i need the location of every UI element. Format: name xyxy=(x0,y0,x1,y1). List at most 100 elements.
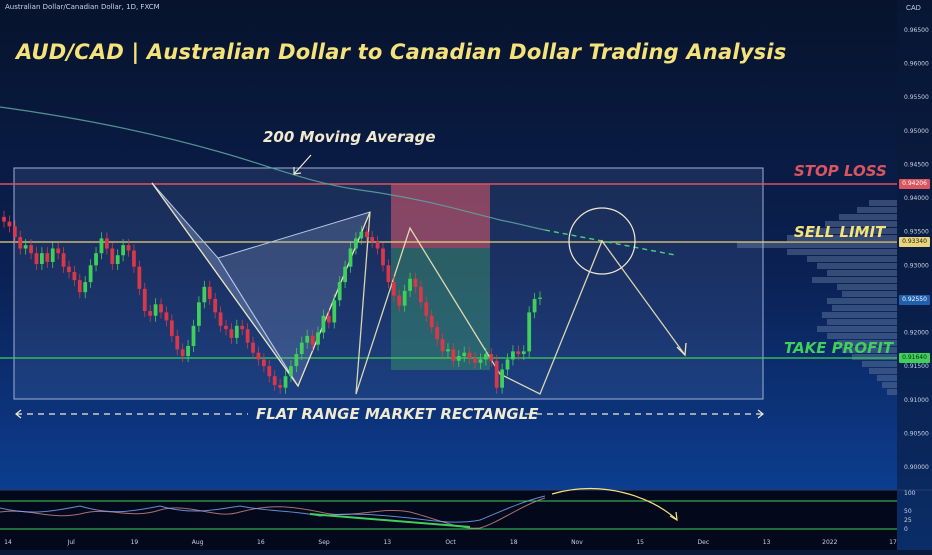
time-tick-label: Nov xyxy=(571,539,583,546)
oscillator-panel xyxy=(0,490,897,550)
candle-body xyxy=(413,278,418,287)
candle-body xyxy=(197,302,201,326)
candle-body xyxy=(283,376,288,388)
volume-profile-bar xyxy=(839,214,897,220)
candle-body xyxy=(294,354,299,367)
candle-body xyxy=(429,315,434,328)
candle-body xyxy=(381,248,385,266)
volume-profile-bar xyxy=(842,291,897,297)
volume-profile-bar xyxy=(825,221,897,227)
volume-profile-bar xyxy=(857,207,897,213)
candle-body xyxy=(473,358,477,363)
oscillator-projection-head xyxy=(669,511,678,522)
sell-zone-circle xyxy=(568,207,636,275)
currency-label: CAD xyxy=(906,5,921,12)
reward-zone xyxy=(391,248,490,370)
candle-body xyxy=(435,327,440,340)
time-tick-label: Aug xyxy=(192,539,204,546)
price-tick-label: 0.95000 xyxy=(904,128,929,135)
candle-body xyxy=(305,335,310,343)
volume-profile-bar xyxy=(837,284,897,290)
candle-body xyxy=(310,335,315,345)
candle-body xyxy=(505,359,510,370)
last-price-badge: 0.92550 xyxy=(899,295,930,305)
volume-profile-bar xyxy=(869,368,897,374)
candle-body xyxy=(418,286,423,303)
time-tick-label: 14 xyxy=(4,539,12,546)
projected-arrowhead xyxy=(676,342,687,357)
volume-profile-bar xyxy=(887,389,897,395)
candle-body xyxy=(169,320,174,336)
time-tick-label: 16 xyxy=(257,539,265,546)
time-tick-label: 17 xyxy=(889,539,897,546)
candle-body xyxy=(234,325,239,338)
moving-average-pointer-head xyxy=(293,167,302,175)
candle-body xyxy=(40,253,44,264)
volume-profile-bar xyxy=(882,382,897,388)
candle-body xyxy=(88,265,93,283)
candle-body xyxy=(272,376,277,385)
time-axis-ticks: 14 Jul 19 Aug 16 Sep 13 Oct 18 Nov 15 Dec 13 2022 17 xyxy=(4,539,897,546)
candle-body xyxy=(337,282,342,301)
candle-body xyxy=(99,238,104,254)
candle-body xyxy=(516,351,521,355)
moving-average-pointer xyxy=(293,154,312,175)
projected-moving-average xyxy=(544,229,676,256)
stop-loss-badge: 0.94206 xyxy=(899,179,930,189)
candle-body xyxy=(451,349,456,361)
candle-body xyxy=(23,245,28,249)
candlestick-series xyxy=(2,210,542,394)
candle-body xyxy=(511,351,515,360)
time-tick-label: Oct xyxy=(445,539,456,546)
candle-body xyxy=(527,312,532,352)
candle-body xyxy=(424,302,429,316)
price-tick-label: 0.93000 xyxy=(904,262,929,269)
volume-profile-bar xyxy=(817,326,897,332)
volume-profile-bar xyxy=(807,256,897,262)
candle-body xyxy=(50,248,55,262)
oscillator-projection-arc xyxy=(551,488,678,521)
symbol-label: Australian Dollar/Canadian Dollar, 1D, F… xyxy=(5,3,160,11)
time-tick-label: 13 xyxy=(763,539,771,546)
candle-body xyxy=(67,266,71,273)
volume-profile-bar xyxy=(787,249,897,255)
volume-profile-bar xyxy=(862,361,897,367)
candle-body xyxy=(45,253,50,262)
volume-profile-bar xyxy=(812,277,897,283)
volume-profile-bar xyxy=(852,354,897,360)
candle-body xyxy=(440,339,445,352)
time-tick-label: 2022 xyxy=(822,539,837,546)
sell-limit-badge: 0.93340 xyxy=(899,237,930,247)
chart-title: AUD/CAD | Australian Dollar to Canadian … xyxy=(16,40,787,64)
candle-body xyxy=(370,237,375,242)
range-label: FLAT RANGE MARKET RECTANGLE xyxy=(256,405,539,423)
price-tick-label: 0.96500 xyxy=(904,27,929,34)
candle-body xyxy=(224,325,228,330)
time-tick-label: Jul xyxy=(67,539,76,546)
candle-body xyxy=(94,253,98,266)
volume-profile-bar xyxy=(827,298,897,304)
candle-body xyxy=(489,354,494,361)
volume-profile-bar xyxy=(787,235,897,241)
candle-body xyxy=(332,300,337,323)
candle-body xyxy=(7,221,12,227)
candle-body xyxy=(359,231,364,239)
candle-body xyxy=(386,265,391,283)
volume-profile-bar xyxy=(877,375,897,381)
volume-profile-bar xyxy=(817,263,897,269)
price-axis-ticks: 0.96500 0.96000 0.95500 0.95000 0.94500 0.940… xyxy=(904,27,929,471)
volume-profile-bar xyxy=(837,340,897,346)
candle-body xyxy=(164,312,169,321)
volume-profile-bar xyxy=(737,242,897,248)
volume-profile-bar xyxy=(827,319,897,325)
candle-body xyxy=(77,280,82,293)
candle-body xyxy=(104,238,109,249)
candle-body xyxy=(132,250,136,267)
volume-profile xyxy=(737,200,897,395)
candle-body xyxy=(251,342,255,353)
volume-profile-bar xyxy=(832,305,897,311)
oscillator-tick-label: 100 xyxy=(904,490,916,497)
candle-body xyxy=(316,332,320,345)
